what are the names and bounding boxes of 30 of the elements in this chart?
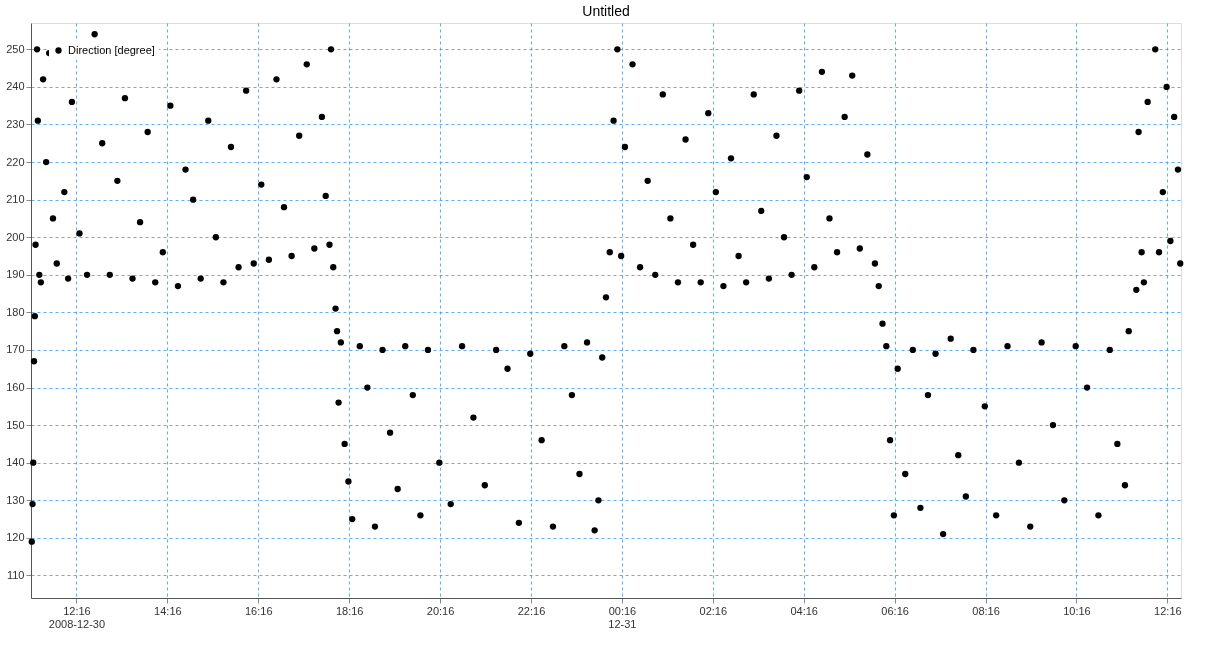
y-tick-label: 230: [6, 117, 25, 130]
x-tick-label: 12:16: [1154, 604, 1182, 617]
y-tick-label: 200: [6, 230, 25, 243]
y-tick-label: 220: [6, 155, 25, 168]
y-tick-label: 170: [6, 343, 25, 356]
x-tick-label: 08:16: [972, 604, 1000, 617]
y-tick-label: 110: [6, 568, 25, 581]
y-tick-label: 150: [6, 418, 25, 431]
x-tick-label: 04:16: [790, 604, 818, 617]
y-tick-label: 120: [6, 531, 25, 544]
y-tick-label: 130: [6, 493, 25, 506]
y-tick-label: 250: [6, 42, 25, 55]
x-tick-label: 06:16: [881, 604, 909, 617]
x-tick-label: 20:16: [426, 604, 455, 617]
x-tick-label: 22:16: [517, 604, 546, 617]
x-tick-label: 16:16: [245, 604, 273, 617]
chart-title: Untitled: [582, 3, 630, 19]
y-tick-label: 240: [6, 80, 25, 93]
y-tick-label: 210: [6, 193, 25, 206]
x-tick-label: 10:16: [1063, 604, 1091, 617]
x-tick-label: 12:16 2008-12-30: [48, 604, 106, 630]
y-tick-label: 140: [6, 456, 25, 469]
y-tick-label: 190: [6, 268, 25, 281]
y-tick-label: 180: [6, 305, 25, 318]
y-tick-label: 160: [6, 381, 25, 394]
x-tick-label: 00:16 12-31: [608, 604, 637, 630]
x-tick-label: 18:16: [335, 604, 364, 617]
x-tick-label: 14:16: [154, 604, 182, 617]
legend-label: Direction [degree]: [68, 43, 155, 56]
x-tick-label: 02:16: [699, 604, 728, 617]
